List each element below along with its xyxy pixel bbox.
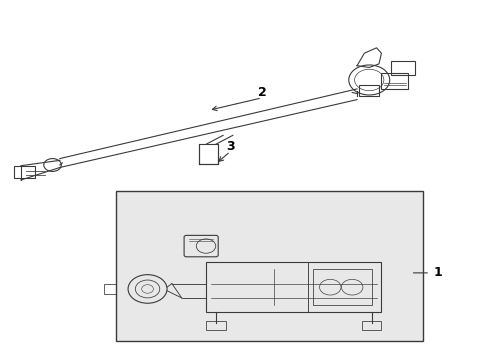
Text: 3: 3	[226, 140, 235, 153]
Bar	[362, 321, 381, 330]
Bar	[391, 61, 415, 75]
FancyBboxPatch shape	[116, 191, 423, 341]
Bar	[104, 284, 116, 294]
Bar	[360, 85, 379, 96]
Bar	[199, 144, 218, 164]
Bar	[14, 166, 35, 178]
Bar	[381, 73, 408, 89]
Bar	[206, 321, 225, 330]
Text: 1: 1	[433, 266, 442, 279]
Bar	[206, 262, 381, 312]
Text: 2: 2	[258, 86, 267, 99]
Bar	[313, 269, 372, 305]
